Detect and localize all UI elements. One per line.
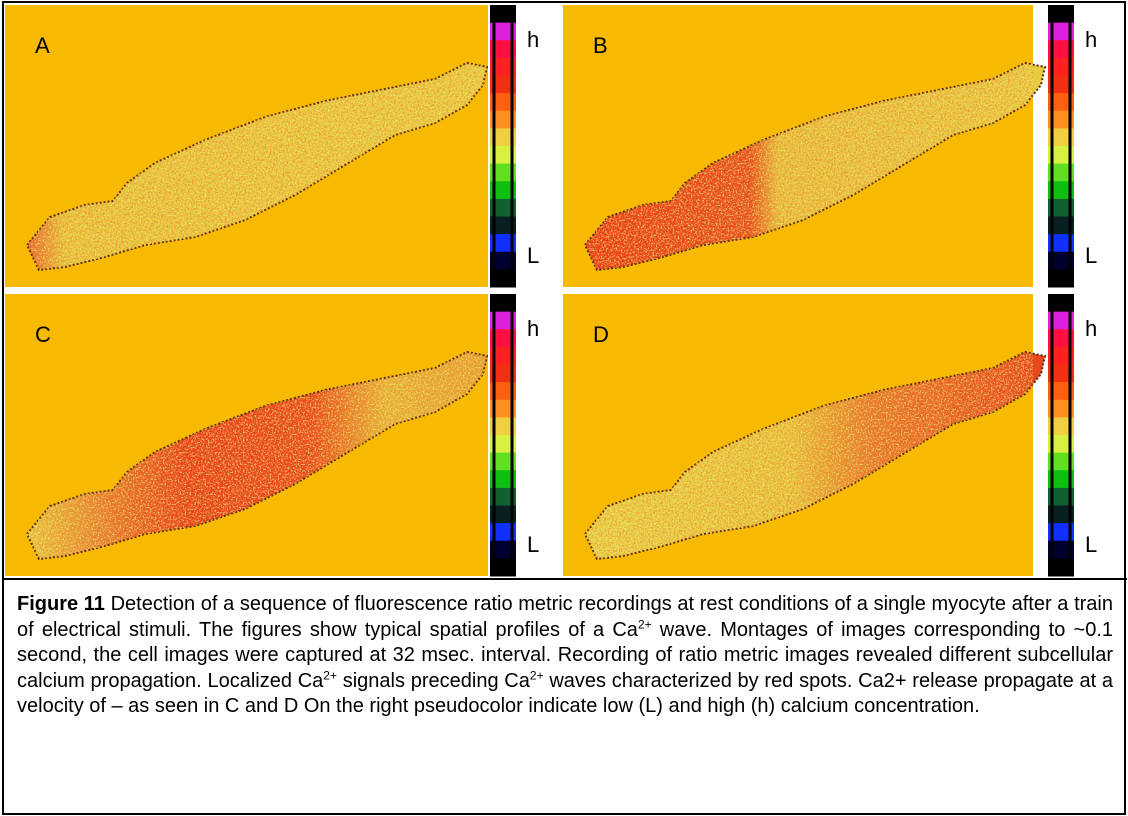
- low-label: L: [527, 243, 539, 268]
- colorbar-segment: [490, 57, 516, 76]
- colorbar-segment: [490, 181, 516, 200]
- colorbar-inner: [1050, 300, 1072, 570]
- colorbar-segment: [1048, 128, 1074, 147]
- panel-label: C: [35, 322, 51, 347]
- low-label: L: [527, 532, 539, 557]
- low-label: L: [1085, 532, 1097, 557]
- colorbar-segment: [490, 128, 516, 147]
- colorbar-inner: [492, 300, 514, 570]
- high-label: h: [1085, 27, 1097, 52]
- superscript: 2+: [637, 616, 652, 631]
- colorbar-segment: [490, 234, 516, 253]
- colorbar-segment: [490, 251, 516, 270]
- superscript: 2+: [323, 667, 337, 682]
- colorbar-segment: [1048, 311, 1074, 330]
- colorbar-segment: [490, 311, 516, 330]
- colorbar-segment: [490, 399, 516, 418]
- colorbar-segment: [1048, 523, 1074, 542]
- colorbar-segment: [490, 364, 516, 383]
- colorbar-segment: [490, 22, 516, 41]
- colorbar-segment: [490, 505, 516, 524]
- colorbar-segment: [1048, 487, 1074, 506]
- caption-text: wave. Montages of images corresponding t…: [17, 618, 1114, 692]
- panel-label: B: [593, 33, 608, 58]
- colorbar-segment: [1048, 146, 1074, 165]
- colorbar-segment: [1048, 40, 1074, 59]
- colorbar-segment: [1048, 198, 1074, 217]
- colorbar-segment: [490, 523, 516, 542]
- colorbar-segment: [490, 470, 516, 489]
- colorbar-segment: [490, 146, 516, 165]
- high-label: h: [1085, 316, 1097, 341]
- colorbar-segment: [1048, 452, 1074, 471]
- colorbar-segment: [1048, 540, 1074, 559]
- colorbar-segment: [490, 93, 516, 112]
- colorbar-segment: [490, 487, 516, 506]
- colorbar-segment: [1048, 181, 1074, 200]
- panel-label: D: [593, 322, 609, 347]
- low-label: L: [1085, 243, 1097, 268]
- superscript: 2+: [529, 667, 544, 682]
- colorbar-segment: [1048, 93, 1074, 112]
- colorbar-inner: [492, 11, 514, 281]
- colorbar-inner: [1050, 11, 1072, 281]
- colorbar-segment: [490, 75, 516, 94]
- colorbar-segment: [1048, 505, 1074, 524]
- colorbar-segment: [490, 329, 516, 348]
- colorbar-segment: [1048, 417, 1074, 436]
- high-label: h: [527, 316, 539, 341]
- colorbar-segment: [490, 346, 516, 365]
- colorbar-segment: [1048, 251, 1074, 270]
- colorbar-segment: [1048, 470, 1074, 489]
- colorbar-segment: [490, 452, 516, 471]
- colorbar-segment: [1048, 57, 1074, 76]
- caption-text: waves characterized by red spots. Ca2+ r…: [17, 669, 1113, 718]
- colorbar-segment: [490, 198, 516, 217]
- colorbar-segment: [490, 435, 516, 454]
- colorbar-segment: [1048, 382, 1074, 401]
- colorbar-segment: [490, 110, 516, 129]
- colorbar-segment: [1048, 110, 1074, 129]
- colorbar-segment: [1048, 399, 1074, 418]
- colorbar-segment: [490, 540, 516, 559]
- panel-label: A: [35, 33, 50, 58]
- colorbar-segment: [1048, 22, 1074, 41]
- colorbar-segment: [490, 417, 516, 436]
- colorbar-segment: [1048, 329, 1074, 348]
- colorbar-segment: [490, 216, 516, 235]
- colorbar-segment: [490, 40, 516, 59]
- colorbar-segment: [1048, 163, 1074, 182]
- colorbar-segment: [1048, 364, 1074, 383]
- colorbar-segment: [1048, 346, 1074, 365]
- colorbar-segment: [1048, 435, 1074, 454]
- colorbar-segment: [490, 382, 516, 401]
- colorbar-segment: [1048, 234, 1074, 253]
- caption-text: signals preceding Ca: [336, 669, 530, 692]
- colorbar-segment: [490, 163, 516, 182]
- colorbar-segment: [1048, 75, 1074, 94]
- caption-title: Figure 11: [17, 593, 105, 615]
- colorbar-segment: [1048, 216, 1074, 235]
- caption: Figure 11 Detection of a sequence of flu…: [3, 578, 1127, 809]
- high-label: h: [527, 27, 539, 52]
- caption-text: Detection of a sequence of fluorescence …: [17, 593, 1113, 641]
